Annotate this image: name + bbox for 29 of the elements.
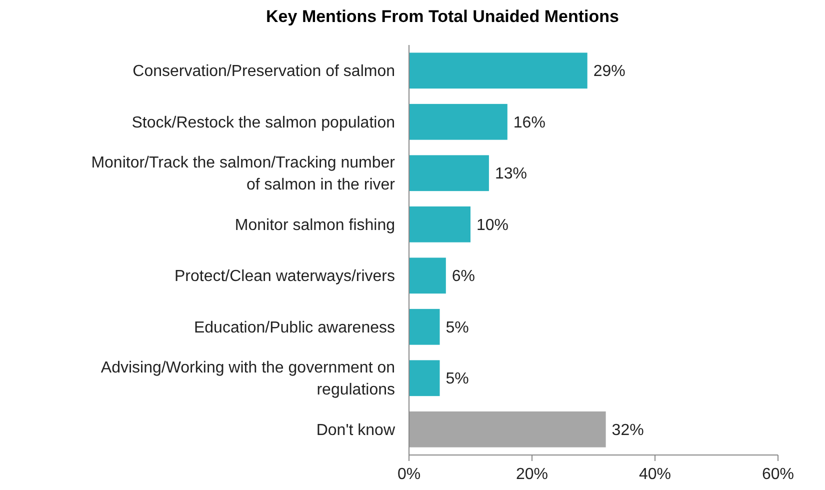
y-tick-label: Education/Public awareness [194, 319, 395, 336]
y-tick-label: Monitor salmon fishing [234, 216, 395, 234]
y-tick-label: Conservation/Preservation of salmon [132, 63, 395, 80]
bar [409, 52, 588, 89]
data-label: 6% [452, 268, 476, 286]
data-label: 10% [476, 216, 509, 234]
data-label: 29% [593, 63, 626, 80]
bar [409, 206, 470, 242]
data-label: 16% [513, 114, 546, 132]
y-tick-label: Monitor/Track the salmon/Tracking number of salmon in the river [91, 154, 396, 194]
data-label: 5% [446, 370, 469, 388]
x-tick-label: 40% [638, 466, 672, 483]
bar [409, 308, 440, 345]
x-tick-label: 0% [397, 466, 421, 483]
data-label: 32% [612, 422, 644, 439]
data-label: 13% [494, 166, 527, 183]
y-tick-label: Advising/Working with the government on regulations [100, 360, 395, 399]
x-tick-label: 20% [516, 466, 548, 483]
bar [409, 360, 440, 396]
bar [409, 258, 446, 294]
data-label: 5% [446, 319, 469, 336]
bar [409, 104, 508, 140]
y-tick-label: Stock/Restock the salmon population [132, 114, 395, 132]
y-tick-label: Don't know [316, 422, 396, 439]
x-tick-label: 60% [762, 466, 794, 483]
bar [409, 155, 489, 192]
bar [409, 411, 606, 448]
chart-title: Key Mentions From Total Unaided Mentions [266, 7, 619, 26]
y-tick-label: Protect/Clean waterways/rivers [174, 268, 395, 286]
